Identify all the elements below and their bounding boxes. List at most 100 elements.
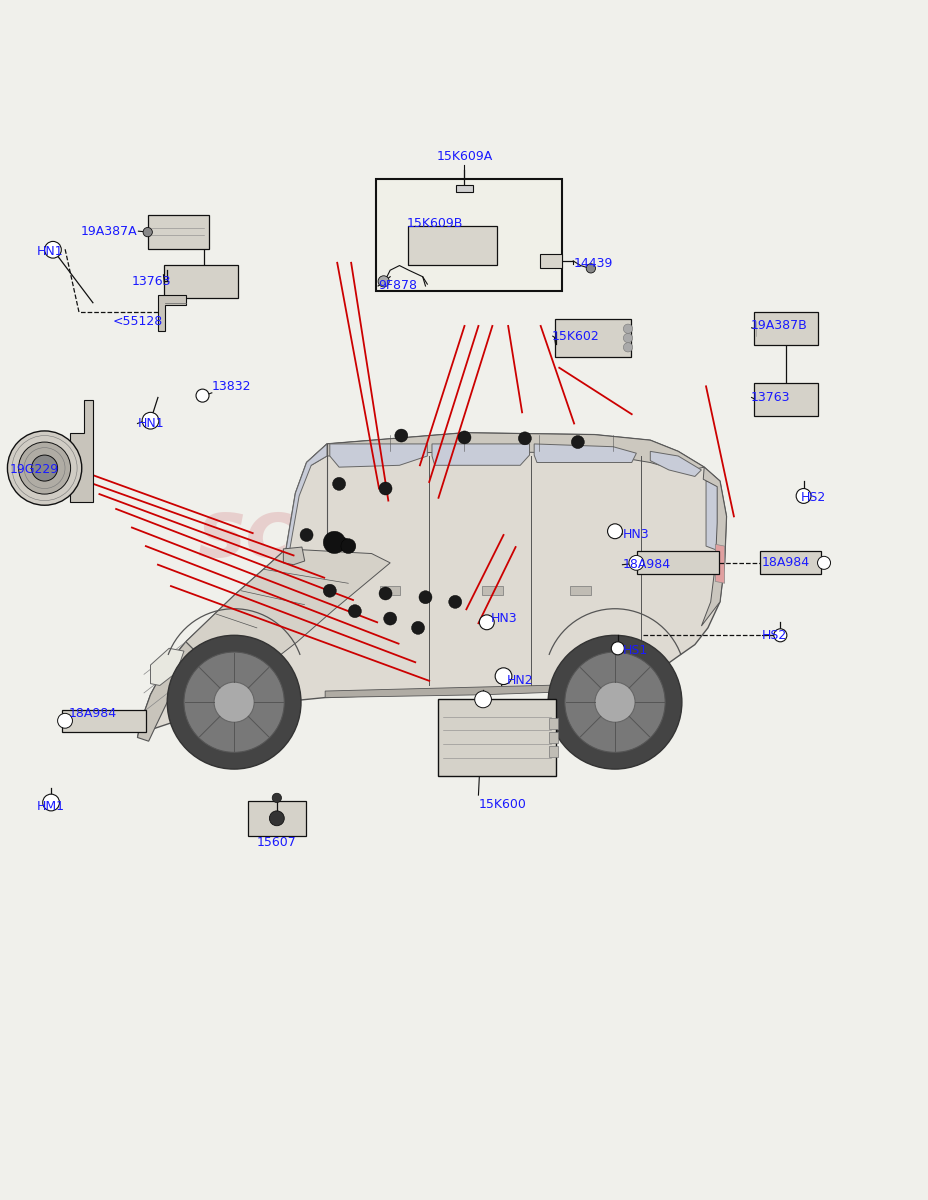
Bar xyxy=(754,383,817,416)
Polygon shape xyxy=(150,648,184,685)
Polygon shape xyxy=(70,401,93,503)
Text: HN3: HN3 xyxy=(490,612,517,625)
Circle shape xyxy=(623,343,632,352)
Circle shape xyxy=(300,528,313,541)
Bar xyxy=(163,265,238,298)
Text: 13763: 13763 xyxy=(131,275,171,288)
Polygon shape xyxy=(137,433,726,738)
Circle shape xyxy=(348,605,361,618)
Circle shape xyxy=(564,652,664,752)
Circle shape xyxy=(628,556,643,570)
Bar xyxy=(456,185,472,192)
Polygon shape xyxy=(705,481,720,552)
Polygon shape xyxy=(534,444,636,462)
Circle shape xyxy=(167,635,301,769)
Circle shape xyxy=(623,324,632,334)
Text: HN1: HN1 xyxy=(37,245,64,258)
Circle shape xyxy=(43,794,59,811)
Circle shape xyxy=(411,622,424,635)
Circle shape xyxy=(379,482,392,496)
Circle shape xyxy=(817,557,830,569)
Circle shape xyxy=(184,652,284,752)
Polygon shape xyxy=(137,642,200,742)
Text: HN2: HN2 xyxy=(506,674,533,688)
Polygon shape xyxy=(701,467,726,626)
Circle shape xyxy=(571,436,584,449)
Text: HS1: HS1 xyxy=(622,643,647,656)
Polygon shape xyxy=(283,547,304,565)
Circle shape xyxy=(548,635,681,769)
Circle shape xyxy=(323,532,345,553)
Text: 19G229: 19G229 xyxy=(9,463,58,476)
Bar xyxy=(376,179,561,290)
Circle shape xyxy=(58,713,72,728)
Circle shape xyxy=(607,524,622,539)
Circle shape xyxy=(341,539,355,553)
Text: 15K602: 15K602 xyxy=(551,330,599,343)
Bar xyxy=(548,718,558,730)
Text: 13763: 13763 xyxy=(750,391,790,404)
Bar xyxy=(380,586,400,595)
Polygon shape xyxy=(432,444,529,466)
Bar xyxy=(62,709,146,732)
Circle shape xyxy=(272,793,281,803)
Circle shape xyxy=(594,682,635,722)
Bar xyxy=(482,586,502,595)
Bar xyxy=(539,254,561,268)
Bar xyxy=(148,215,208,248)
Circle shape xyxy=(19,442,71,494)
Circle shape xyxy=(7,431,82,505)
Polygon shape xyxy=(306,433,703,472)
Bar xyxy=(759,551,820,575)
Text: 15K609A: 15K609A xyxy=(436,150,492,163)
Circle shape xyxy=(495,668,511,684)
Circle shape xyxy=(623,334,632,343)
Bar xyxy=(548,746,558,757)
Circle shape xyxy=(332,478,345,491)
Polygon shape xyxy=(325,684,612,697)
Bar xyxy=(570,586,590,595)
Circle shape xyxy=(143,228,152,236)
Circle shape xyxy=(479,614,494,630)
Circle shape xyxy=(773,629,786,642)
Text: 18A984: 18A984 xyxy=(69,707,117,720)
Circle shape xyxy=(326,540,339,553)
Circle shape xyxy=(337,538,350,551)
Circle shape xyxy=(379,587,392,600)
Text: HN3: HN3 xyxy=(622,528,649,540)
Circle shape xyxy=(474,691,491,708)
Polygon shape xyxy=(286,444,327,548)
Polygon shape xyxy=(715,545,724,583)
Text: 15K600: 15K600 xyxy=(478,798,526,811)
Bar xyxy=(637,551,718,575)
Circle shape xyxy=(378,276,389,287)
Circle shape xyxy=(383,612,396,625)
Text: 9F878: 9F878 xyxy=(378,280,417,293)
Circle shape xyxy=(323,584,336,598)
Polygon shape xyxy=(186,548,390,689)
Circle shape xyxy=(448,595,461,608)
Text: c a r   p a r t s: c a r p a r t s xyxy=(283,575,496,604)
Text: 19A387B: 19A387B xyxy=(750,319,806,332)
Bar xyxy=(248,800,305,836)
Circle shape xyxy=(611,642,624,655)
Bar xyxy=(408,226,496,265)
Polygon shape xyxy=(650,451,701,476)
Circle shape xyxy=(586,264,595,272)
Bar xyxy=(437,700,556,775)
Text: <55128: <55128 xyxy=(112,314,162,328)
Text: 15607: 15607 xyxy=(257,836,296,848)
Text: 14439: 14439 xyxy=(574,257,612,270)
Circle shape xyxy=(142,413,159,430)
Text: HM1: HM1 xyxy=(37,799,65,812)
Circle shape xyxy=(196,389,209,402)
Text: scuderia: scuderia xyxy=(197,496,583,574)
Circle shape xyxy=(795,488,810,503)
Text: HS2: HS2 xyxy=(761,629,786,642)
Circle shape xyxy=(45,241,61,258)
Circle shape xyxy=(518,432,531,445)
Circle shape xyxy=(32,455,58,481)
Circle shape xyxy=(213,682,254,722)
Text: 15K609B: 15K609B xyxy=(406,217,462,230)
Polygon shape xyxy=(158,295,186,330)
